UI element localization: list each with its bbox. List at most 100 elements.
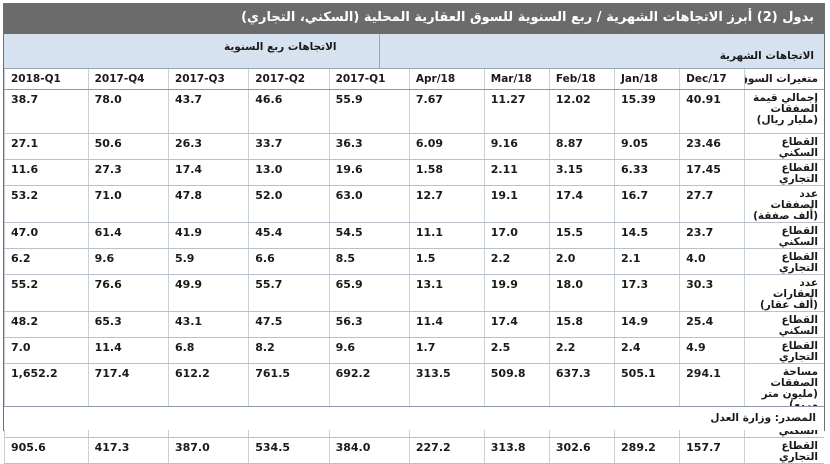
table-cell: 612.2 bbox=[167, 363, 249, 412]
table-cell: 4.9 bbox=[679, 337, 745, 364]
table-cell: 3.15 bbox=[548, 159, 615, 186]
table-cell: 17.3 bbox=[614, 274, 680, 312]
table-cell: 4.0 bbox=[679, 248, 745, 275]
table-cell: 692.2 bbox=[328, 363, 410, 412]
column-header-jan18: Jan/18 bbox=[614, 69, 680, 90]
table-cell: 313.8 bbox=[483, 437, 550, 464]
row-label: القطاع السكني bbox=[744, 311, 824, 338]
table-cell: 56.3 bbox=[328, 311, 410, 338]
table-cell: 71.0 bbox=[87, 185, 169, 223]
table-cell: 63.0 bbox=[328, 185, 410, 223]
table-row: القطاع التجاري 157.7 289.2 302.6 313.8 2… bbox=[4, 437, 824, 464]
column-header-variables: متغيرات السوق bbox=[744, 69, 824, 90]
table-cell: 11.4 bbox=[87, 337, 169, 364]
table-cell: 313.5 bbox=[408, 363, 485, 412]
table-cell: 2.11 bbox=[483, 159, 550, 186]
table-cell: 78.0 bbox=[87, 89, 169, 134]
table-cell: 302.6 bbox=[548, 437, 615, 464]
table-cell: 717.4 bbox=[87, 363, 169, 412]
table-cell: 11.4 bbox=[408, 311, 485, 338]
table-cell: 15.8 bbox=[548, 311, 615, 338]
table-row: القطاع التجاري 4.0 2.1 2.0 2.2 1.5 8.5 6… bbox=[4, 248, 824, 275]
table-cell: 16.7 bbox=[614, 185, 680, 223]
table-cell: 18.0 bbox=[548, 274, 615, 312]
table-cell: 27.1 bbox=[4, 133, 89, 160]
table-cell: 53.2 bbox=[4, 185, 89, 223]
table-cell: 157.7 bbox=[679, 437, 745, 464]
table-cell: 417.3 bbox=[87, 437, 169, 464]
row-label: القطاع السكني bbox=[744, 133, 824, 160]
table-cell: 19.9 bbox=[483, 274, 550, 312]
table-cell: 43.1 bbox=[167, 311, 249, 338]
table-cell: 41.9 bbox=[167, 222, 249, 249]
column-header-2018-q1: 2018-Q1 bbox=[4, 69, 89, 90]
table-row: القطاع التجاري 17.45 6.33 3.15 2.11 1.58… bbox=[4, 159, 824, 186]
table-cell: 45.4 bbox=[248, 222, 330, 249]
table-cell: 54.5 bbox=[328, 222, 410, 249]
table-cell: 6.6 bbox=[248, 248, 330, 275]
table-cell: 47.8 bbox=[167, 185, 249, 223]
table-cell: 8.5 bbox=[328, 248, 410, 275]
table-row: عدد العقارات (ألف عقار) 30.3 17.3 18.0 1… bbox=[4, 274, 824, 312]
table-cell: 49.9 bbox=[167, 274, 249, 312]
table-cell: 6.8 bbox=[167, 337, 249, 364]
table-cell: 509.8 bbox=[483, 363, 550, 412]
table-cell: 17.4 bbox=[167, 159, 249, 186]
table-cell: 25.4 bbox=[679, 311, 745, 338]
table-cell: 30.3 bbox=[679, 274, 745, 312]
table-cell: 12.7 bbox=[408, 185, 485, 223]
table-cell: 65.3 bbox=[87, 311, 169, 338]
source-note: المصدر: وزارة العدل bbox=[4, 406, 824, 430]
table-row: القطاع السكني 25.4 14.9 15.8 17.4 11.4 5… bbox=[4, 311, 824, 338]
table-cell: 36.3 bbox=[328, 133, 410, 160]
column-header-apr18: Apr/18 bbox=[408, 69, 485, 90]
table-cell: 2.1 bbox=[614, 248, 680, 275]
table-cell: 227.2 bbox=[408, 437, 485, 464]
table-cell: 46.6 bbox=[248, 89, 330, 134]
table-cell: 2.2 bbox=[483, 248, 550, 275]
row-label: عدد الصفقات (ألف صفقة) bbox=[744, 185, 824, 223]
table-cell: 2.5 bbox=[483, 337, 550, 364]
table-cell: 17.4 bbox=[548, 185, 615, 223]
table-cell: 76.6 bbox=[87, 274, 169, 312]
row-label: القطاع التجاري bbox=[744, 159, 824, 186]
table-cell: 23.7 bbox=[679, 222, 745, 249]
table-cell: 637.3 bbox=[548, 363, 615, 412]
table-row: إجمالي قيمة الصفقات (مليار ريال) 40.91 1… bbox=[4, 89, 824, 134]
row-label: القطاع التجاري bbox=[744, 437, 824, 464]
table-row: عدد الصفقات (ألف صفقة) 27.7 16.7 17.4 19… bbox=[4, 185, 824, 223]
table-cell: 6.2 bbox=[4, 248, 89, 275]
table-cell: 7.0 bbox=[4, 337, 89, 364]
table-row: القطاع السكني 23.46 9.05 8.87 9.16 6.09 … bbox=[4, 133, 824, 160]
table-cell: 11.27 bbox=[483, 89, 550, 134]
column-header-mar18: Mar/18 bbox=[483, 69, 550, 90]
table-cell: 5.9 bbox=[167, 248, 249, 275]
table-cell: 13.1 bbox=[408, 274, 485, 312]
table-cell: 9.6 bbox=[328, 337, 410, 364]
period-group-divider bbox=[379, 34, 380, 68]
table-row: القطاع التجاري 4.9 2.4 2.2 2.5 1.7 9.6 8… bbox=[4, 337, 824, 364]
table-cell: 38.7 bbox=[4, 89, 89, 134]
table-cell: 505.1 bbox=[614, 363, 680, 412]
table-cell: 289.2 bbox=[614, 437, 680, 464]
table-cell: 40.91 bbox=[679, 89, 745, 134]
table-cell: 15.5 bbox=[548, 222, 615, 249]
row-label: القطاع السكني bbox=[744, 222, 824, 249]
table-cell: 1.5 bbox=[408, 248, 485, 275]
period-group-header: الاتجاهات الشهرية الاتجاهات ربع السنوية bbox=[4, 34, 824, 69]
table-cell: 14.9 bbox=[614, 311, 680, 338]
table-cell: 1,652.2 bbox=[4, 363, 89, 412]
table-cell: 17.4 bbox=[483, 311, 550, 338]
table-cell: 761.5 bbox=[248, 363, 330, 412]
table-title: بدول (2) أبرز الاتجاهات الشهرية / ربع ال… bbox=[4, 4, 824, 34]
column-header-row: متغيرات السوق Dec/17 Jan/18 Feb/18 Mar/1… bbox=[4, 69, 824, 90]
table-cell: 26.3 bbox=[167, 133, 249, 160]
row-label: عدد العقارات (ألف عقار) bbox=[744, 274, 824, 312]
table-cell: 2.4 bbox=[614, 337, 680, 364]
table-cell: 1.7 bbox=[408, 337, 485, 364]
column-header-2017-q3: 2017-Q3 bbox=[167, 69, 249, 90]
table-cell: 15.39 bbox=[614, 89, 680, 134]
market-data-table: متغيرات السوق Dec/17 Jan/18 Feb/18 Mar/1… bbox=[4, 69, 824, 464]
table-cell: 55.7 bbox=[248, 274, 330, 312]
table-cell: 6.09 bbox=[408, 133, 485, 160]
